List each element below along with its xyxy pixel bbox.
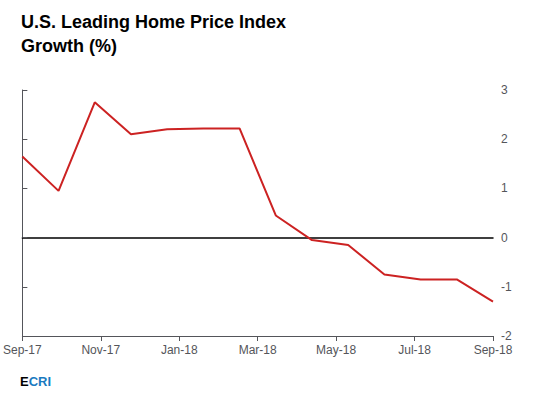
svg-text:Sep-18: Sep-18 — [474, 343, 513, 357]
svg-text:E: E — [20, 374, 29, 389]
svg-text:Jan-18: Jan-18 — [161, 343, 198, 357]
svg-text:2: 2 — [501, 132, 508, 146]
svg-text:0: 0 — [501, 231, 508, 245]
svg-text:Jul-18: Jul-18 — [398, 343, 431, 357]
svg-text:Mar-18: Mar-18 — [239, 343, 277, 357]
svg-text:Growth (%): Growth (%) — [21, 36, 117, 56]
svg-text:-1: -1 — [501, 280, 512, 294]
svg-text:Nov-17: Nov-17 — [81, 343, 120, 357]
svg-text:3: 3 — [501, 83, 508, 97]
svg-text:1: 1 — [501, 181, 508, 195]
svg-text:CRI: CRI — [29, 374, 51, 389]
svg-text:U.S. Leading Home Price Index: U.S. Leading Home Price Index — [21, 12, 286, 32]
svg-text:-2: -2 — [501, 329, 512, 343]
svg-text:May-18: May-18 — [316, 343, 356, 357]
svg-text:Sep-17: Sep-17 — [3, 343, 42, 357]
